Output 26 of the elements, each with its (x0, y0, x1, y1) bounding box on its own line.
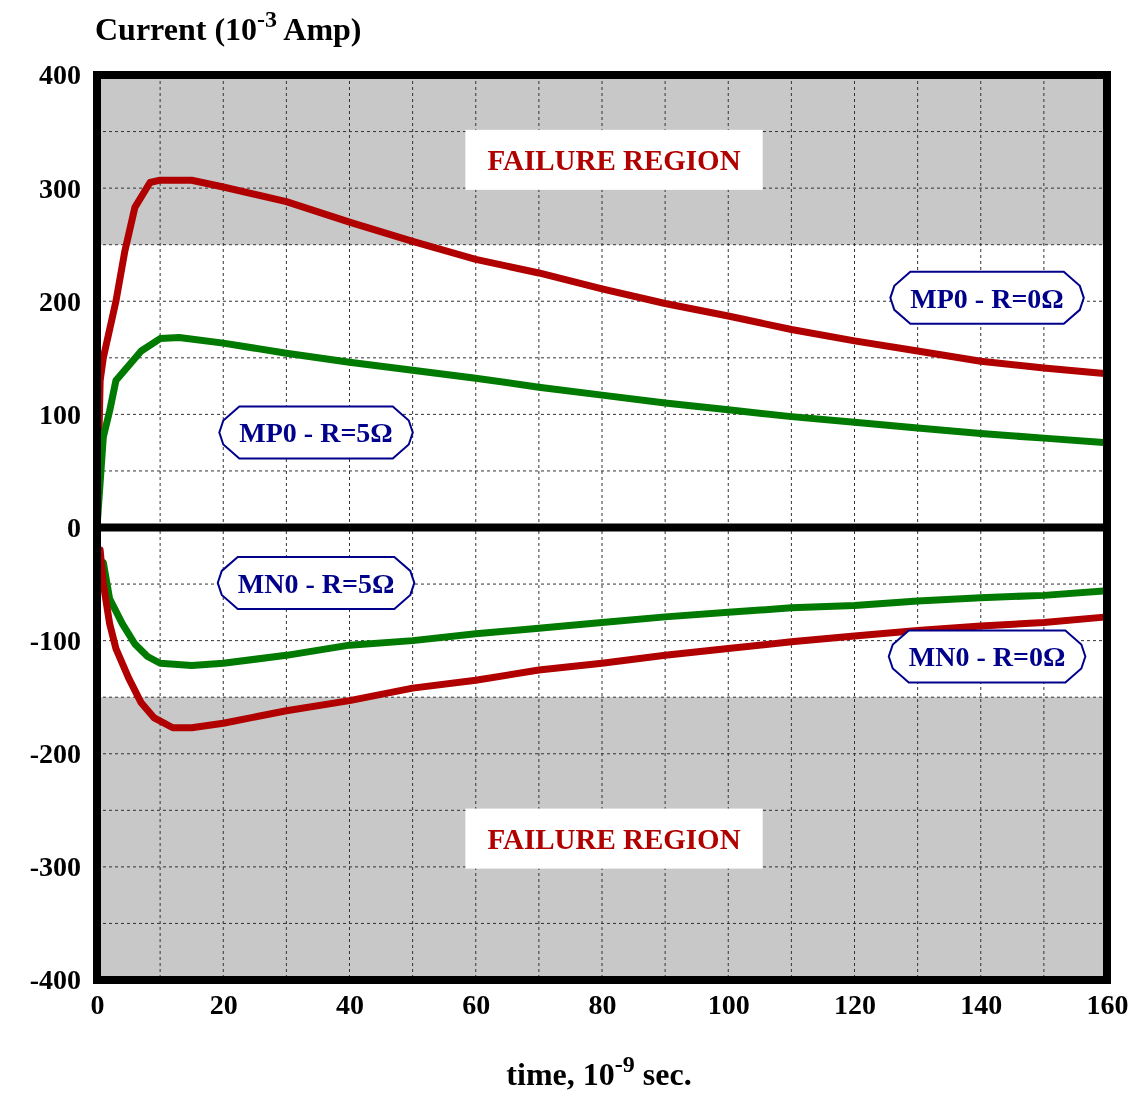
y-axis-title: Current (10$^{-3}$ Amp) (95, 6, 362, 47)
series-label: MN0 - R=0Ω (908, 641, 1066, 673)
x-tick-label: 100 (707, 988, 750, 1020)
x-tick-label: 160 (1086, 988, 1129, 1020)
series-label: MP0 - R=0Ω (910, 282, 1064, 314)
y-tick-label: -100 (29, 625, 81, 657)
y-tick-label: 400 (39, 59, 81, 91)
series-label: MN0 - R=5Ω (237, 567, 395, 599)
y-tick-label: 0 (67, 511, 81, 543)
x-tick-label: 60 (462, 988, 491, 1020)
y-tick-label: 200 (39, 285, 81, 317)
x-tick-label: 80 (588, 988, 617, 1020)
x-tick-label: 0 (90, 988, 105, 1020)
band-label: FAILURE REGION (487, 822, 741, 855)
x-tick-label: 120 (834, 988, 876, 1020)
y-tick-label: 300 (39, 172, 81, 204)
x-tick-label: 20 (209, 988, 238, 1020)
band-label: FAILURE REGION (487, 143, 741, 176)
x-tick-label: 40 (336, 988, 364, 1020)
y-tick-label: 100 (39, 398, 81, 430)
series-label: MP0 - R=5Ω (239, 417, 393, 449)
y-tick-label: -300 (29, 851, 81, 883)
y-tick-label: -200 (29, 738, 81, 770)
x-tick-label: 140 (960, 988, 1003, 1020)
y-tick-label: -400 (29, 964, 81, 996)
x-axis-title: time, 10$^{-9}$ sec. (506, 1051, 692, 1092)
